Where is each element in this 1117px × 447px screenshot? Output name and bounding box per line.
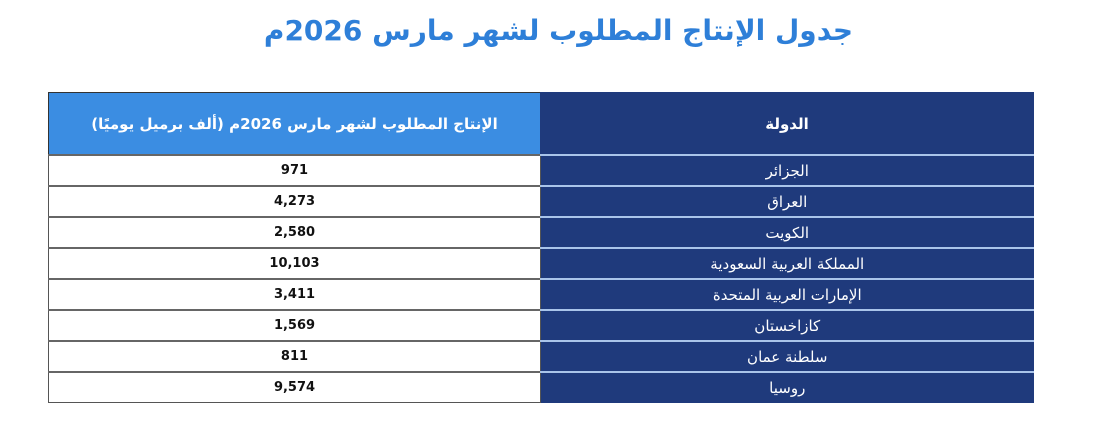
table-row: الجزائر 971	[48, 154, 1034, 187]
production-cell: 9,574	[48, 371, 541, 403]
country-cell: كازاخستان	[540, 309, 1034, 341]
table-row: الإمارات العربية المتحدة 3,411	[48, 278, 1034, 311]
table-row: المملكة العربية السعودية 10,103	[48, 247, 1034, 280]
country-cell: سلطنة عمان	[540, 340, 1034, 372]
country-cell: روسيا	[540, 371, 1034, 403]
country-cell: الكويت	[540, 216, 1034, 248]
production-cell: 1,569	[48, 309, 541, 342]
country-cell: المملكة العربية السعودية	[540, 247, 1034, 279]
table-row: سلطنة عمان 811	[48, 340, 1034, 373]
production-cell: 3,411	[48, 278, 541, 311]
country-cell: الجزائر	[540, 154, 1034, 186]
page-title: جدول الإنتاج المطلوب لشهر مارس 2026م	[263, 14, 854, 47]
table-row: الكويت 2,580	[48, 216, 1034, 249]
country-cell: الإمارات العربية المتحدة	[540, 278, 1034, 310]
production-cell: 10,103	[48, 247, 541, 280]
header-production: الإنتاج المطلوب لشهر مارس 2026م (ألف برم…	[48, 92, 541, 156]
production-table: الدولة الإنتاج المطلوب لشهر مارس 2026م (…	[48, 92, 1034, 403]
production-cell: 2,580	[48, 216, 541, 249]
production-cell: 811	[48, 340, 541, 373]
table-row: العراق 4,273	[48, 185, 1034, 218]
header-country: الدولة	[540, 92, 1034, 156]
production-cell: 4,273	[48, 185, 541, 218]
table-row: روسيا 9,574	[48, 371, 1034, 403]
country-cell: العراق	[540, 185, 1034, 217]
table-row: كازاخستان 1,569	[48, 309, 1034, 342]
table-header-row: الدولة الإنتاج المطلوب لشهر مارس 2026م (…	[48, 92, 1034, 156]
production-cell: 971	[48, 154, 541, 187]
